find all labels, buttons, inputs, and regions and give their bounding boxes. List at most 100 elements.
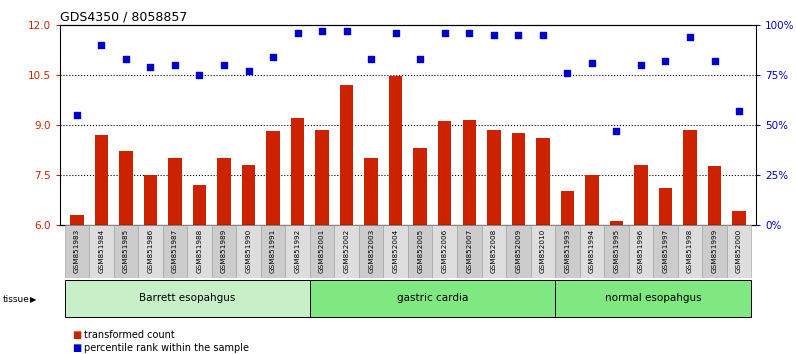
Text: GSM852000: GSM852000 [736,229,742,273]
Bar [114,225,139,278]
Point [340,28,353,34]
Text: GSM851997: GSM851997 [662,229,669,273]
Text: GSM852003: GSM852003 [369,229,374,273]
Point [537,32,549,38]
Bar [310,225,334,278]
Text: GSM851993: GSM851993 [564,229,571,273]
Bar [359,225,384,278]
Bar [187,225,212,278]
Bar [70,215,84,225]
Bar [432,225,457,278]
Text: ▶: ▶ [30,295,37,304]
Bar [634,165,648,225]
Bar [536,138,549,225]
Bar [654,225,677,278]
Bar [119,152,133,225]
Bar [193,185,206,225]
Bar [585,175,599,225]
Text: GSM852004: GSM852004 [392,229,399,273]
Bar [408,225,432,278]
Text: GSM851986: GSM851986 [147,229,154,273]
Text: GSM851989: GSM851989 [221,229,227,273]
Text: percentile rank within the sample: percentile rank within the sample [84,343,248,353]
Bar [315,130,329,225]
Bar [162,225,187,278]
Text: GSM851984: GSM851984 [99,229,104,273]
Text: ■: ■ [72,330,81,339]
Text: GSM851992: GSM851992 [295,229,301,273]
Point [144,64,157,70]
Bar [340,85,353,225]
Point [242,68,255,74]
Bar [413,148,427,225]
Bar [242,165,256,225]
Point [634,62,647,68]
Text: GSM852005: GSM852005 [417,229,423,273]
Point [684,34,696,40]
Text: GSM852010: GSM852010 [540,229,546,273]
Bar [629,225,654,278]
Point [95,42,107,48]
Text: ■: ■ [72,343,81,353]
Bar [683,130,696,225]
Bar [457,225,482,278]
Text: GDS4350 / 8058857: GDS4350 / 8058857 [60,11,187,24]
Bar [579,225,604,278]
Bar [285,225,310,278]
Text: transformed count: transformed count [84,330,174,339]
Text: GSM852002: GSM852002 [344,229,349,273]
Point [291,30,304,36]
Point [708,58,721,64]
Point [119,56,132,62]
Bar [217,158,231,225]
Text: GSM851991: GSM851991 [270,229,276,273]
Text: GSM851988: GSM851988 [197,229,202,273]
Bar [487,130,501,225]
Bar [462,120,476,225]
Bar [512,133,525,225]
Bar [365,158,378,225]
Point [389,30,402,36]
Bar [310,280,555,316]
Text: tissue: tissue [2,295,29,304]
Text: GSM851985: GSM851985 [123,229,129,273]
Bar [702,225,727,278]
Bar [89,225,114,278]
Point [561,70,574,76]
Text: GSM851999: GSM851999 [712,229,717,273]
Text: normal esopahgus: normal esopahgus [605,293,701,303]
Point [365,56,377,62]
Text: GSM851998: GSM851998 [687,229,693,273]
Text: GSM851987: GSM851987 [172,229,178,273]
Bar [64,280,310,316]
Point [610,128,622,133]
Point [71,112,84,118]
Text: gastric cardia: gastric cardia [396,293,468,303]
Bar [144,175,157,225]
Bar [506,225,531,278]
Bar [727,225,751,278]
Bar [212,225,236,278]
Bar [261,225,285,278]
Point [463,30,476,36]
Bar [384,225,408,278]
Bar [555,280,751,316]
Text: GSM851983: GSM851983 [74,229,80,273]
Point [512,32,525,38]
Point [414,56,427,62]
Bar [168,158,181,225]
Text: GSM851994: GSM851994 [589,229,595,273]
Bar [531,225,555,278]
Text: GSM851990: GSM851990 [245,229,252,273]
Text: GSM852009: GSM852009 [515,229,521,273]
Point [732,108,745,114]
Text: GSM852006: GSM852006 [442,229,447,273]
Text: Barrett esopahgus: Barrett esopahgus [139,293,236,303]
Text: GSM852001: GSM852001 [319,229,325,273]
Text: GSM851995: GSM851995 [614,229,619,273]
Point [217,62,230,68]
Bar [389,76,403,225]
Bar [555,225,579,278]
Bar [334,225,359,278]
Bar [732,211,746,225]
